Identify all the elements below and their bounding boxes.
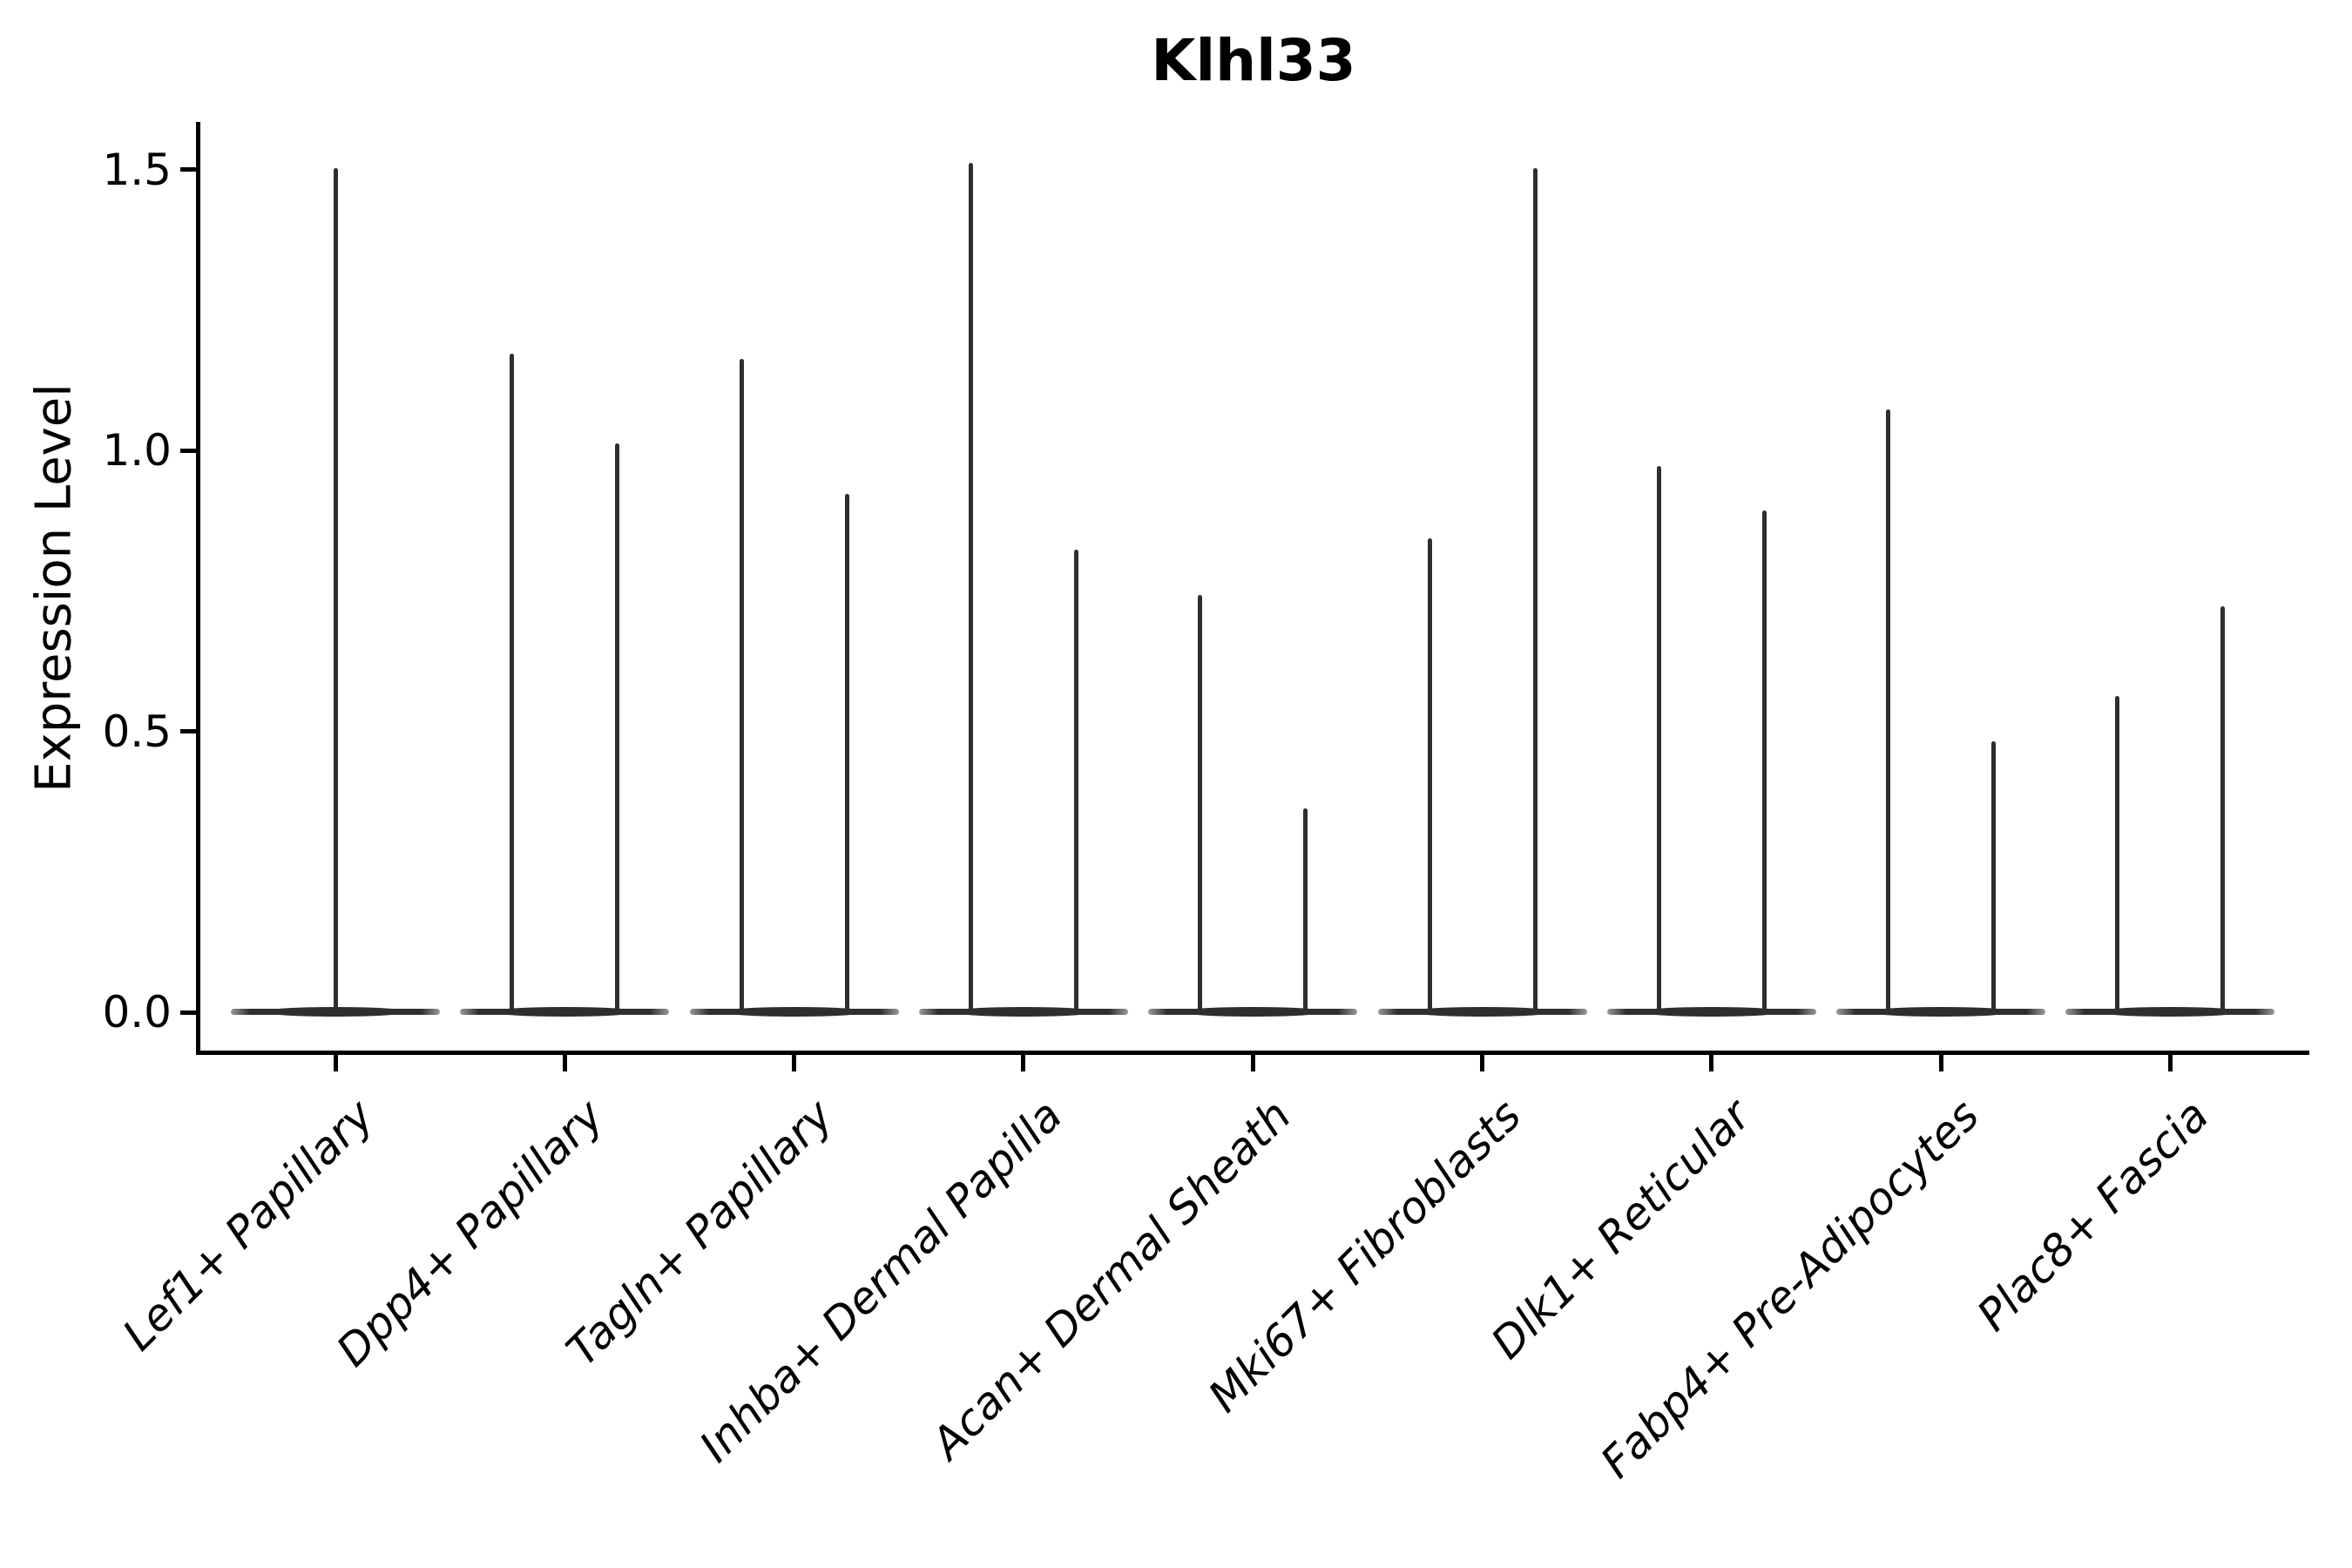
x-tick-mark	[333, 1055, 338, 1071]
violin-spike	[1761, 510, 1767, 1014]
y-tick-mark	[180, 167, 196, 172]
chart-title: Klhl33	[1151, 27, 1356, 94]
y-tick-label: 1.0	[102, 425, 172, 476]
violin-spike	[739, 359, 744, 1014]
violin-spike	[1427, 538, 1432, 1014]
x-axis-line	[196, 1051, 2309, 1055]
y-tick-mark	[180, 448, 196, 453]
x-tick-mark	[792, 1055, 797, 1071]
x-tick-mark	[1250, 1055, 1255, 1071]
violin-bulge	[490, 1007, 639, 1017]
x-tick-mark	[562, 1055, 567, 1071]
violin-spike	[1198, 594, 1203, 1014]
violin-bulge	[1179, 1007, 1328, 1017]
violin-spike	[968, 162, 973, 1014]
violin-bulge	[1637, 1007, 1786, 1017]
y-tick-mark	[180, 1010, 196, 1015]
violin-bulge	[949, 1007, 1098, 1017]
violin-spike	[2220, 605, 2226, 1014]
violin-spike	[2115, 695, 2120, 1014]
x-tick-label: Plac8+ Fascia	[1967, 1090, 2219, 1342]
y-tick-label: 0.5	[102, 706, 172, 757]
violin-spike	[333, 167, 338, 1014]
x-tick-mark	[2167, 1055, 2173, 1071]
violin-spike	[1303, 808, 1308, 1014]
x-tick-mark	[1709, 1055, 1714, 1071]
violin-spike	[1532, 167, 1538, 1014]
violin-spike	[615, 443, 620, 1014]
violin-spike	[1656, 465, 1661, 1014]
x-tick-mark	[1021, 1055, 1026, 1071]
violin-spike	[1991, 740, 1997, 1014]
y-tick-mark	[180, 729, 196, 734]
violin-spike	[844, 493, 849, 1014]
violin-spike	[510, 353, 515, 1014]
violin-spike	[1886, 409, 1891, 1014]
violin-bulge	[1408, 1007, 1557, 1017]
x-tick-label: Lef1+ Papillary	[113, 1090, 384, 1361]
violin-spike	[1073, 550, 1078, 1014]
x-tick-mark	[1480, 1055, 1484, 1071]
violin-bulge	[1867, 1007, 2016, 1017]
x-tick-label: Fabp4+ Pre-Adipocytes	[1591, 1090, 1990, 1488]
y-tick-label: 1.5	[102, 144, 172, 195]
y-tick-label: 0.0	[102, 987, 172, 1037]
x-tick-mark	[1938, 1055, 1943, 1071]
violin-bulge	[2096, 1007, 2245, 1017]
y-axis-line	[196, 122, 200, 1055]
violin-bulge	[720, 1007, 868, 1017]
x-tick-label: Inhba+ Dermal Papilla	[689, 1090, 1072, 1472]
